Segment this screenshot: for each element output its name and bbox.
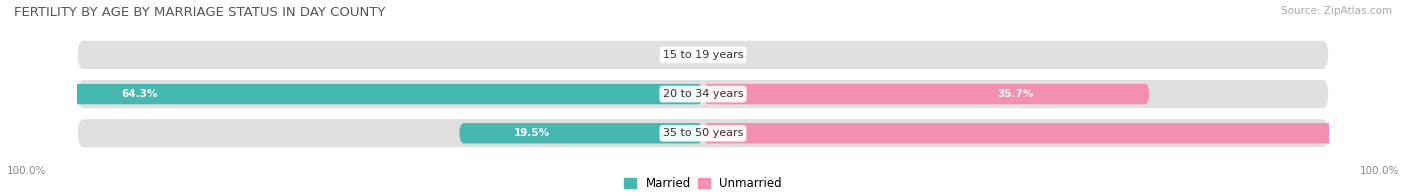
Text: 35 to 50 years: 35 to 50 years [662, 128, 744, 138]
FancyBboxPatch shape [77, 41, 1329, 69]
FancyBboxPatch shape [77, 80, 1329, 108]
Text: 0.0%: 0.0% [658, 50, 685, 60]
Text: 20 to 34 years: 20 to 34 years [662, 89, 744, 99]
FancyBboxPatch shape [703, 84, 1150, 104]
FancyBboxPatch shape [458, 123, 703, 143]
Text: Source: ZipAtlas.com: Source: ZipAtlas.com [1281, 6, 1392, 16]
Text: 100.0%: 100.0% [1360, 165, 1399, 176]
Text: 80.5%: 80.5% [1391, 128, 1406, 138]
Text: 0.0%: 0.0% [721, 50, 748, 60]
Text: 15 to 19 years: 15 to 19 years [662, 50, 744, 60]
Text: 19.5%: 19.5% [515, 128, 550, 138]
FancyBboxPatch shape [77, 119, 1329, 147]
FancyBboxPatch shape [0, 84, 703, 104]
Text: 35.7%: 35.7% [997, 89, 1033, 99]
Text: 64.3%: 64.3% [121, 89, 157, 99]
Legend: Married, Unmarried: Married, Unmarried [624, 177, 782, 190]
Text: FERTILITY BY AGE BY MARRIAGE STATUS IN DAY COUNTY: FERTILITY BY AGE BY MARRIAGE STATUS IN D… [14, 6, 385, 19]
Text: 100.0%: 100.0% [7, 165, 46, 176]
FancyBboxPatch shape [703, 123, 1406, 143]
